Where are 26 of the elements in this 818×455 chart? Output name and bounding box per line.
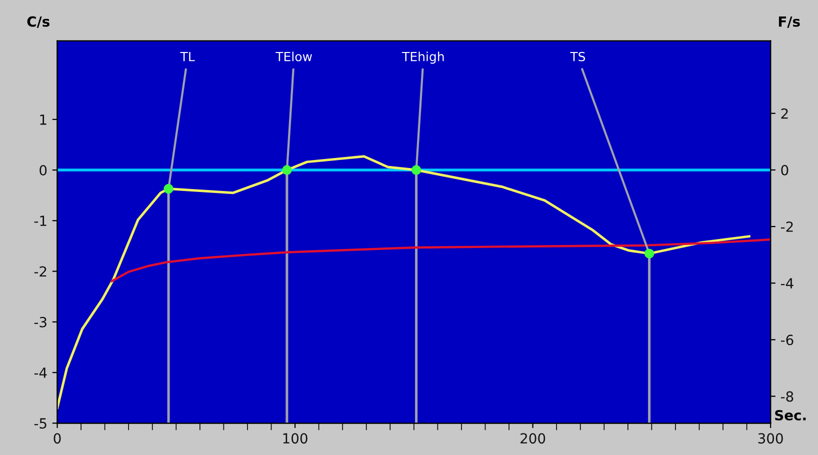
y-tick-label: -1 [34, 216, 46, 226]
x-tick-label: 200 [520, 433, 546, 444]
y2-tick-label: -2 [780, 222, 793, 232]
annotation: TL [180, 52, 195, 62]
y2-tick-label: -4 [780, 278, 794, 288]
y-tick-label: 0 [40, 165, 47, 176]
annotation: TElow [276, 52, 312, 62]
y-tick-label: 1 [40, 114, 46, 125]
x-tick-label: 300 [758, 433, 783, 444]
y-tick-label: -5 [34, 418, 46, 429]
annotation: TS [570, 52, 586, 62]
x-tick-label: 100 [283, 433, 308, 444]
y2-tick-label: -6 [780, 334, 794, 346]
x-tick-label: 0 [54, 433, 61, 444]
line-series [110, 238, 771, 282]
y-axis-title: C/s [27, 16, 50, 28]
y-tick-label: -2 [34, 266, 46, 277]
line-series [57, 155, 750, 410]
x-axis-title: Sec. [775, 410, 806, 420]
y2-tick-label: -8 [780, 391, 794, 402]
y2-axis-title: F/s [778, 16, 800, 28]
y2-tick-label: 2 [781, 108, 788, 119]
y-tick-label: -3 [34, 316, 46, 328]
y-tick-label: -4 [34, 368, 47, 378]
y2-tick-label: 0 [781, 164, 788, 176]
annotation: TEhigh [402, 52, 444, 64]
